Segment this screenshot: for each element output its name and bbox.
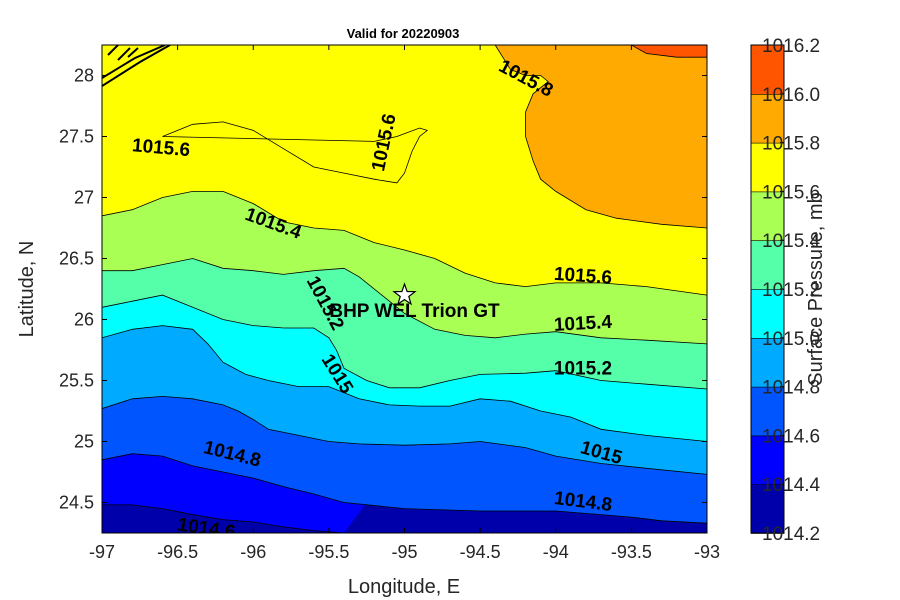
contour-line-1015.6 <box>162 121 429 184</box>
colorbar-tick-label: 1016.0 <box>762 85 820 106</box>
colorbar-tick-label: 1015.8 <box>762 134 820 155</box>
y-tick-label: 25 <box>74 432 94 452</box>
y-tick-label: 27 <box>74 188 94 208</box>
contour-label: 1015.4 <box>553 312 613 336</box>
colorbar-swatch <box>750 337 785 388</box>
colorbar-tick-label: 1014.4 <box>762 475 821 496</box>
contour-label: 1015.2 <box>554 359 612 380</box>
y-axis: 24.5 25 25.5 26 26.5 27 27.5 28 <box>59 66 707 513</box>
x-tick-label: -95 <box>391 542 417 562</box>
contour-label: 1015.6 <box>131 135 191 161</box>
colorbar-swatch <box>750 239 785 290</box>
x-tick-label: -97 <box>89 542 115 562</box>
y-tick-label: 28 <box>74 66 94 86</box>
colorbar-tick-label: 1015.2 <box>762 280 820 301</box>
contour-line-1015.4 <box>102 258 707 345</box>
x-tick-label: -93.5 <box>611 542 652 562</box>
fill-band-1016.0 <box>631 45 707 58</box>
colorbar-tick-label: 1015.0 <box>762 329 820 350</box>
contour-line-1014.6 <box>102 453 707 524</box>
y-tick-label: 26 <box>74 310 94 330</box>
x-tick-label: -95.5 <box>308 542 349 562</box>
colorbar-tick-labels: 1014.2 1014.4 1014.6 1014.8 1015.0 1015.2 1015… <box>762 36 821 545</box>
contour-label: 1015.6 <box>553 264 612 289</box>
fill-band-1015.8 <box>495 45 707 228</box>
x-tick-label: -96 <box>240 542 266 562</box>
x-tick-label: -94.5 <box>460 542 501 562</box>
x-tick-label: -96.5 <box>157 542 198 562</box>
y-axis-label: Latitude, N <box>16 241 38 338</box>
x-tick-label: -94 <box>543 542 569 562</box>
x-tick-label: -93 <box>694 542 720 562</box>
colorbar-swatch <box>750 435 785 485</box>
colorbar-label: Surface Pressure, mb <box>805 192 827 385</box>
colorbar-tick-label: 1015.6 <box>762 182 820 203</box>
contour-line-1015.8 <box>494 45 707 229</box>
contour-line-1015 <box>102 325 707 442</box>
contour-line-1014.4 <box>102 504 345 533</box>
y-tick-label: 26.5 <box>59 249 94 269</box>
colorbar-tick-label: 1014.2 <box>762 524 820 545</box>
station-label: BHP WEL Trion GT <box>329 301 500 322</box>
colorbar-tick-label: 1014.8 <box>762 378 820 399</box>
colorbar-tick-label: 1014.6 <box>762 426 820 447</box>
y-tick-label: 27.5 <box>59 127 94 147</box>
colorbar <box>750 44 785 534</box>
y-tick-label: 24.5 <box>59 493 94 513</box>
contour-line-1014.8 <box>102 395 707 475</box>
chart-title: Valid for 20220903 <box>347 26 460 41</box>
contour-fill-layer <box>102 45 707 533</box>
coastline-hatching <box>102 45 171 87</box>
contour-line-1015.2 <box>102 294 707 390</box>
colorbar-swatch <box>750 191 785 241</box>
colorbar-tick-label: 1015.4 <box>762 231 821 252</box>
station-layer <box>392 282 417 306</box>
y-tick-label: 25.5 <box>59 371 94 391</box>
x-axis: -97 -96.5 -96 -95.5 -95 -94.5 -94 -93.5 -93 <box>89 45 720 562</box>
fill-band-island-1015.6 <box>162 121 428 183</box>
contour-line-layer <box>102 45 707 533</box>
contour-line-1015.6 <box>102 191 707 296</box>
x-axis-label: Longitude, E <box>348 576 460 598</box>
station-star-marker <box>392 282 417 306</box>
colorbar-tick-label: 1016.2 <box>762 36 820 57</box>
contour-line-1016 <box>631 45 707 58</box>
